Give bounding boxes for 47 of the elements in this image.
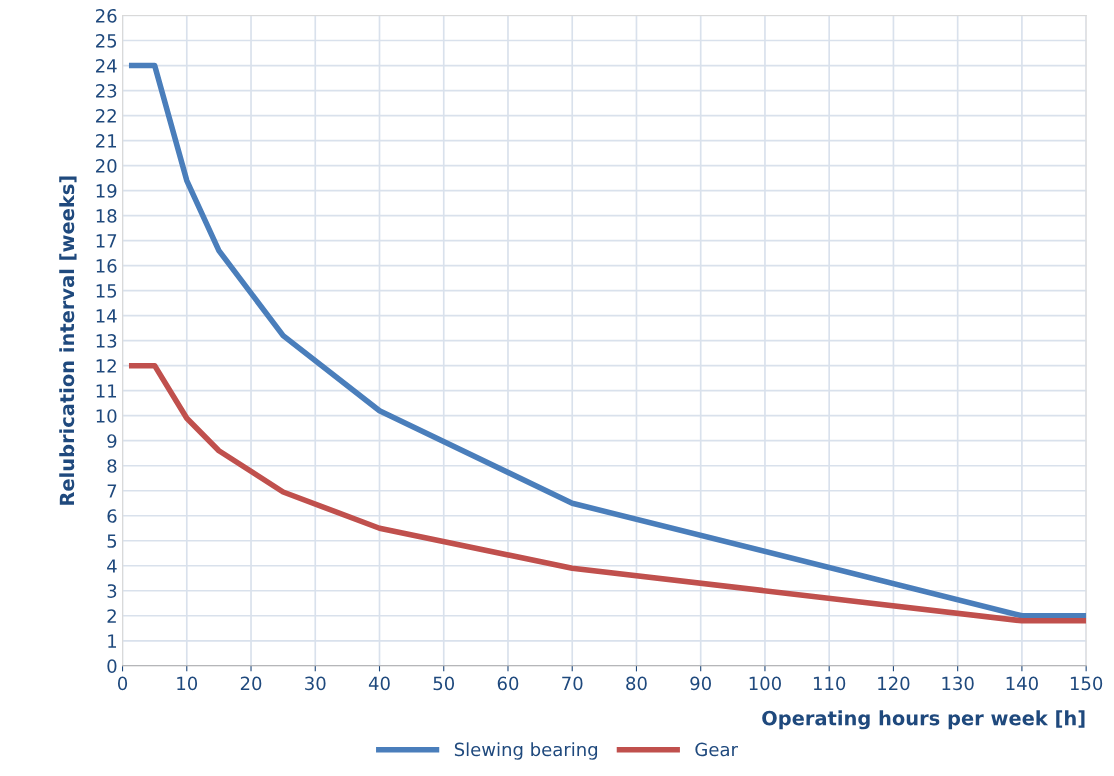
y-tick-label: 16	[96, 259, 117, 273]
x-tick-label: 80	[626, 676, 647, 691]
y-tick-label: 10	[96, 409, 117, 423]
y-tick-label: 20	[96, 159, 117, 173]
x-tick-label: 30	[305, 676, 326, 691]
y-tick-label: 0	[107, 659, 117, 673]
x-tick-label: 10	[177, 676, 198, 691]
y-tick-label: 2	[107, 609, 116, 623]
y-tick-label: 22	[96, 109, 116, 123]
x-tick-label: 40	[368, 676, 390, 691]
y-tick-label: 1	[108, 634, 117, 648]
x-axis-title: Operating hours per week [h]	[762, 710, 1085, 730]
legend-label: Slewing bearing	[454, 742, 598, 760]
y-tick-label: 4	[107, 559, 117, 573]
y-tick-label: 8	[107, 459, 117, 473]
x-tick-label: 130	[942, 676, 974, 691]
y-tick-label: 12	[96, 359, 116, 373]
y-tick-label: 15	[96, 284, 117, 298]
y-axis-title: Relubrication interval [weeks]	[59, 176, 77, 505]
x-tick-label: 60	[497, 676, 519, 691]
x-tick-label: 90	[690, 676, 711, 691]
y-tick-label: 5	[107, 534, 117, 548]
y-tick-label: 3	[107, 584, 117, 598]
x-tick-label: 50	[433, 676, 455, 691]
x-tick-label: 140	[1006, 676, 1038, 691]
y-tick-label: 11	[96, 384, 117, 398]
x-tick-label: 110	[813, 676, 846, 691]
y-tick-label: 19	[96, 184, 117, 198]
x-tick-label: 120	[878, 676, 910, 691]
y-tick-label: 14	[96, 309, 117, 323]
y-tick-label: 24	[96, 59, 117, 73]
x-tick-label: 20	[240, 676, 262, 691]
y-tick-label: 17	[96, 234, 117, 248]
y-tick-label: 13	[96, 334, 117, 348]
x-tick-label: 150	[1070, 676, 1103, 691]
y-tick-label: 7	[107, 484, 117, 498]
y-tick-label: 18	[96, 209, 117, 223]
legend-label: Gear	[695, 742, 738, 757]
y-tick-label: 25	[96, 33, 117, 48]
y-tick-label: 26	[96, 8, 117, 23]
y-tick-label: 6	[107, 509, 117, 523]
y-tick-label: 9	[107, 434, 117, 448]
x-tick-label: 100	[749, 676, 781, 691]
x-tick-label: 70	[562, 676, 583, 691]
y-tick-label: 23	[96, 84, 117, 98]
x-tick-label: 0	[117, 676, 128, 691]
y-tick-label: 21	[96, 134, 117, 148]
